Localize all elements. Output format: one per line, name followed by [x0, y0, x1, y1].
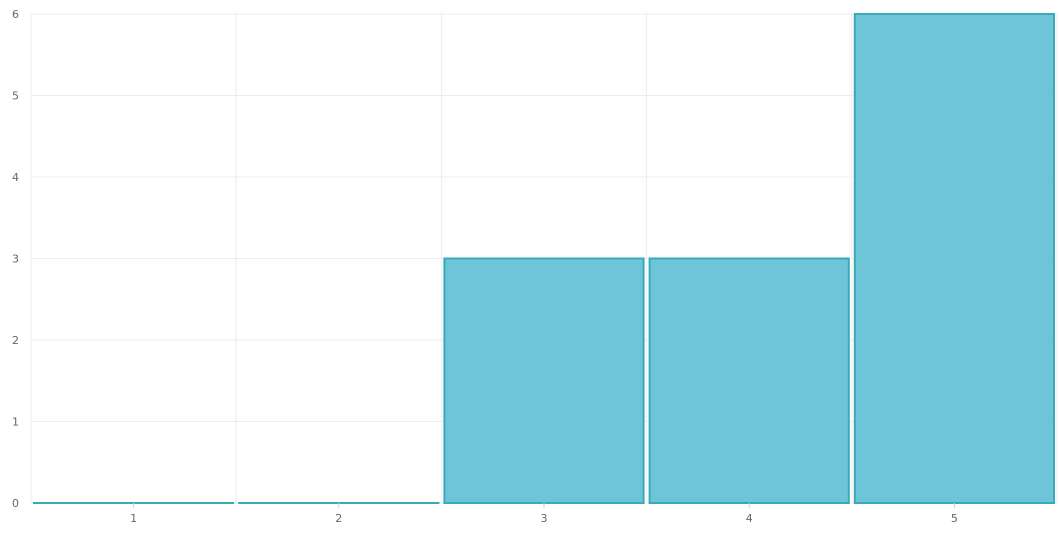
bar-5[interactable]: [855, 14, 1054, 503]
x-axis-ticks: 1 2 3 4 5: [130, 503, 958, 525]
y-tick-label: 2: [12, 334, 19, 347]
x-tick-label: 4: [746, 512, 753, 525]
x-tick-label: 5: [951, 512, 958, 525]
x-tick-label: 3: [541, 512, 548, 525]
y-tick-label: 1: [12, 416, 19, 429]
x-tick-label: 1: [130, 512, 137, 525]
bar-3[interactable]: [444, 259, 643, 504]
y-tick-label: 3: [12, 253, 19, 266]
x-tick-label: 2: [335, 512, 342, 525]
y-axis-ticks: 0 1 2 3 4 5 6: [12, 8, 19, 510]
y-tick-label: 0: [12, 497, 19, 510]
bar-4[interactable]: [650, 259, 849, 504]
y-tick-label: 4: [12, 171, 19, 184]
y-tick-label: 5: [12, 90, 19, 103]
y-tick-label: 6: [12, 8, 19, 21]
